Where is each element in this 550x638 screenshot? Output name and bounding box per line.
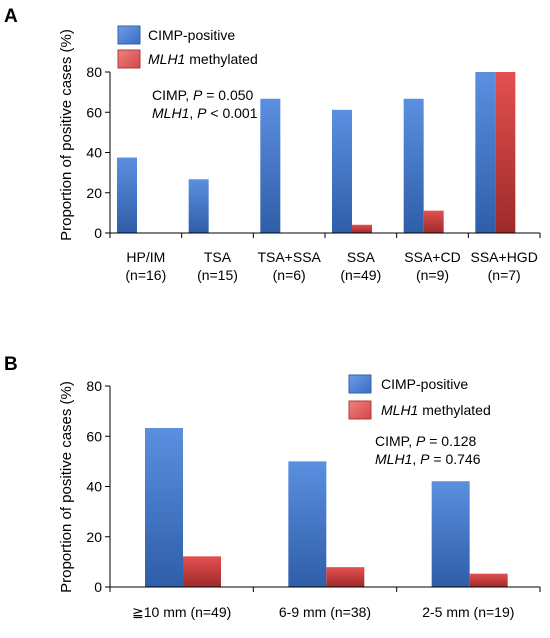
x-tick-sublabel: (n=15) bbox=[197, 267, 238, 283]
y-axis-label-a: Proportion of positive cases (%) bbox=[58, 29, 75, 241]
x-tick-label: 2-5 mm (n=19) bbox=[422, 604, 514, 620]
x-tick-sublabel: (n=6) bbox=[273, 267, 306, 283]
x-tick-sublabel: (n=49) bbox=[340, 267, 381, 283]
y-tick-label: 80 bbox=[86, 378, 102, 394]
bar-cimp-4 bbox=[403, 98, 424, 233]
x-tick-label: 6-9 mm (n=38) bbox=[279, 604, 371, 620]
annotation-line: CIMP, P = 0.128 bbox=[375, 433, 477, 449]
y-tick-label: 0 bbox=[94, 225, 102, 241]
x-tick-label: ≧10 mm (n=49) bbox=[132, 604, 231, 620]
legend-label-cimp: CIMP-positive bbox=[148, 27, 235, 43]
panel-a: A Proportion of positive cases (%) 0 20 40… bbox=[4, 6, 541, 283]
legend-swatch-mlh1 bbox=[117, 49, 141, 69]
x-tick-sublabel: (n=7) bbox=[488, 267, 521, 283]
bar-cimp-0 bbox=[145, 427, 183, 587]
bar-cimp-1 bbox=[288, 461, 327, 587]
annotation-line: MLH1, P < 0.001 bbox=[152, 105, 258, 121]
y-tick-label: 40 bbox=[86, 145, 102, 161]
panel-letter-a: A bbox=[4, 6, 18, 27]
bar-cimp-2 bbox=[431, 481, 470, 587]
bar-cimp-3 bbox=[332, 109, 352, 233]
panel-letter-b: B bbox=[4, 354, 18, 375]
annotation-a: CIMP, P = 0.050 MLH1, P < 0.001 bbox=[152, 87, 258, 121]
y-tick-label: 40 bbox=[86, 479, 102, 495]
legend-label-cimp: CIMP-positive bbox=[381, 376, 468, 392]
x-tick-sublabel: (n=9) bbox=[416, 267, 449, 283]
x-tick-labels-b: ≧10 mm (n=49) 6-9 mm (n=38) 2-5 mm (n=19) bbox=[132, 604, 514, 620]
y-tick-label: 0 bbox=[94, 579, 102, 595]
x-tick-label: HP/IM bbox=[126, 249, 165, 265]
legend-b: CIMP-positive MLH1 methylated bbox=[348, 374, 491, 420]
annotation-line: CIMP, P = 0.050 bbox=[152, 87, 254, 103]
bars-b bbox=[145, 427, 508, 587]
bar-mlh1-2 bbox=[469, 573, 508, 587]
legend-swatch-cimp bbox=[348, 374, 372, 394]
legend-a: CIMP-positive MLH1 methylated bbox=[117, 25, 258, 69]
panel-b: B Proportion of positive cases (%) 0 20 40… bbox=[4, 354, 541, 620]
y-tick-label: 80 bbox=[86, 64, 102, 80]
x-tick-label: TSA bbox=[204, 249, 232, 265]
y-ticks-a: 0 20 40 60 80 bbox=[86, 64, 110, 241]
x-tick-labels-a: HP/IM (n=16) TSA (n=15) TSA+SSA (n=6) SSA (n=49… bbox=[125, 249, 537, 283]
bars-a bbox=[117, 72, 516, 233]
bar-cimp-0 bbox=[117, 157, 137, 233]
annotation-b: CIMP, P = 0.128 MLH1, P = 0.746 bbox=[375, 433, 481, 467]
y-tick-label: 60 bbox=[86, 104, 102, 120]
x-tick-label: SSA+HGD bbox=[471, 249, 538, 265]
legend-swatch-mlh1 bbox=[348, 400, 372, 420]
y-ticks-b: 0 20 40 60 80 bbox=[86, 378, 110, 595]
bar-cimp-2 bbox=[260, 98, 281, 233]
annotation-line: MLH1, P = 0.746 bbox=[375, 451, 481, 467]
x-tick-label: SSA bbox=[347, 249, 376, 265]
bar-mlh1-3 bbox=[352, 224, 372, 233]
legend-label-mlh1: MLH1 methylated bbox=[381, 402, 491, 418]
x-tick-label: SSA+CD bbox=[404, 249, 460, 265]
x-tick-label: TSA+SSA bbox=[257, 249, 321, 265]
bar-mlh1-5 bbox=[495, 72, 516, 233]
bar-mlh1-0 bbox=[183, 556, 221, 587]
bar-cimp-1 bbox=[188, 179, 209, 233]
y-tick-label: 20 bbox=[86, 529, 102, 545]
y-tick-label: 20 bbox=[86, 185, 102, 201]
x-tick-sublabel: (n=16) bbox=[125, 267, 166, 283]
y-tick-label: 60 bbox=[86, 428, 102, 444]
legend-label-mlh1: MLH1 methylated bbox=[148, 51, 258, 67]
legend-swatch-cimp bbox=[117, 25, 141, 45]
bar-mlh1-4 bbox=[423, 210, 444, 233]
bar-mlh1-1 bbox=[326, 567, 365, 587]
bar-cimp-5 bbox=[475, 72, 496, 233]
y-axis-label-b: Proportion of positive cases (%) bbox=[58, 381, 75, 593]
